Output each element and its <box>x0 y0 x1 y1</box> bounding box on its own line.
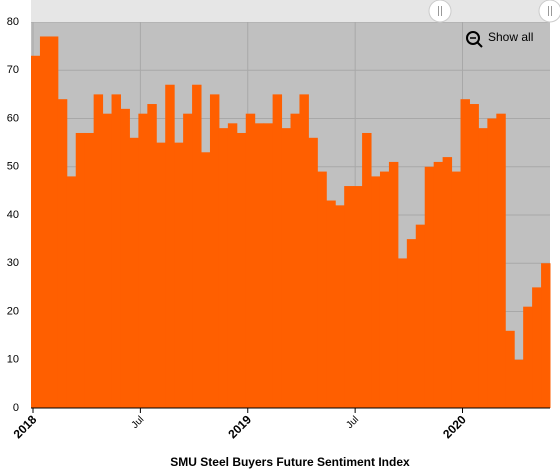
step-bar <box>254 123 265 408</box>
y-tick-label: 20 <box>7 305 19 317</box>
show-all-label[interactable]: Show all <box>488 30 533 44</box>
step-bar <box>102 113 113 409</box>
step-bar <box>514 359 524 408</box>
step-bar <box>66 176 77 408</box>
step-bar <box>272 94 283 408</box>
zoom-icon <box>466 31 480 45</box>
x-tick-label: Jul <box>344 414 361 431</box>
step-bar <box>183 113 193 409</box>
zoom-icon <box>476 41 483 48</box>
y-tick-label: 60 <box>7 112 19 124</box>
step-bar <box>344 186 354 408</box>
step-bar <box>165 84 175 408</box>
step-bar <box>406 239 417 408</box>
y-tick-label: 50 <box>7 161 19 173</box>
step-bar <box>156 142 166 408</box>
step-bar <box>496 113 506 409</box>
scroll-handle-right[interactable] <box>538 0 560 23</box>
y-tick-label: 10 <box>7 354 19 366</box>
step-bar <box>362 132 372 408</box>
step-bar <box>379 171 390 408</box>
step-bar <box>505 330 515 408</box>
step-bar <box>192 84 202 408</box>
y-tick-label: 80 <box>7 16 19 28</box>
step-bar <box>487 118 497 408</box>
step-bar <box>209 94 220 408</box>
step-bar <box>397 258 408 408</box>
step-bar <box>147 104 157 409</box>
step-bar <box>353 186 363 408</box>
x-tick-label: 2018 <box>11 412 40 441</box>
step-bar <box>469 104 479 409</box>
step-bar <box>281 128 291 408</box>
step-bar <box>84 132 95 408</box>
step-bar <box>541 263 551 408</box>
step-bar <box>442 157 453 408</box>
step-bar <box>31 55 41 409</box>
step-bar <box>415 224 426 408</box>
step-bar <box>388 161 399 408</box>
step-bar <box>371 176 381 408</box>
step-bar <box>290 113 300 409</box>
step-bar <box>245 113 256 409</box>
step-bar <box>317 171 327 408</box>
step-bar <box>201 152 211 408</box>
step-bar <box>138 113 148 409</box>
step-bar <box>48 36 59 408</box>
show-all-button[interactable]: Show all <box>466 30 533 48</box>
step-bar <box>308 137 318 409</box>
step-bar <box>299 94 309 408</box>
step-bar <box>227 123 238 408</box>
step-bar <box>335 205 345 408</box>
step-bar <box>39 36 50 408</box>
step-bar <box>478 128 488 408</box>
step-bar <box>236 132 247 408</box>
step-bar <box>93 94 104 408</box>
chart-title: SMU Steel Buyers Future Sentiment Index <box>170 455 410 469</box>
scroll-bar[interactable] <box>31 0 550 22</box>
step-bar <box>523 306 533 408</box>
x-tick-label: 2019 <box>225 412 254 441</box>
x-tick-label: 2020 <box>440 412 469 441</box>
step-bar <box>174 142 184 408</box>
step-bar <box>263 123 274 408</box>
step-bar <box>111 94 121 408</box>
y-tick-label: 40 <box>7 209 19 221</box>
step-bar <box>460 99 470 408</box>
step-bar <box>451 171 462 408</box>
step-bar <box>218 128 229 408</box>
step-bar <box>120 108 130 408</box>
step-bar <box>326 200 336 408</box>
step-bar <box>129 137 139 409</box>
y-tick-label: 30 <box>7 257 19 269</box>
y-tick-label: 70 <box>7 64 19 76</box>
step-bar <box>424 166 435 408</box>
step-bar <box>433 161 444 408</box>
step-bar <box>532 287 542 408</box>
step-bar <box>75 132 86 408</box>
y-tick-label: 0 <box>13 402 19 414</box>
scroll-handle-left[interactable] <box>428 0 452 23</box>
step-bar <box>57 99 68 408</box>
x-tick-label: Jul <box>130 414 147 431</box>
